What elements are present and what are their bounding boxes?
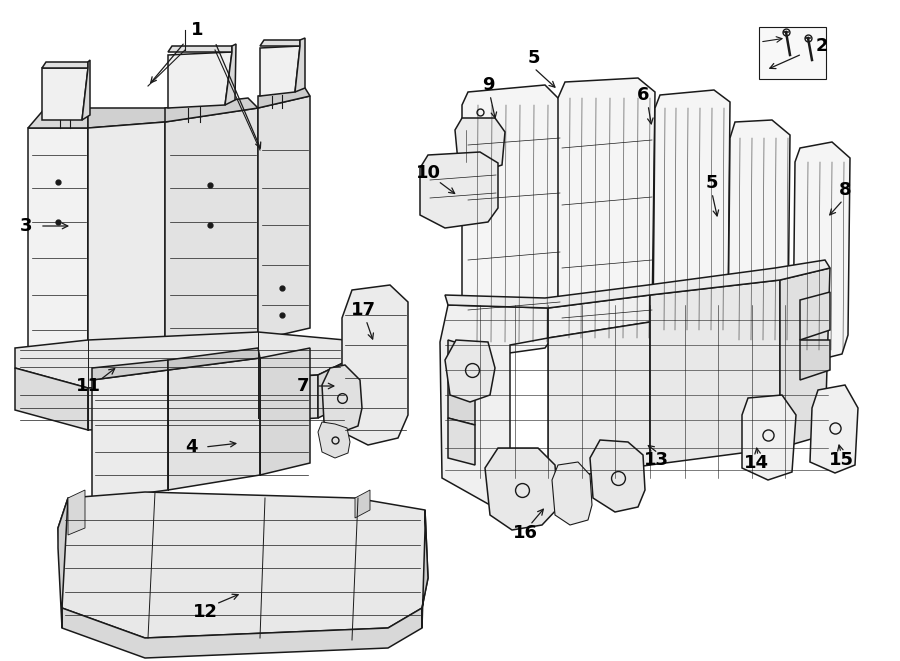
- Polygon shape: [342, 285, 408, 445]
- Polygon shape: [15, 332, 345, 388]
- Text: 9: 9: [482, 76, 494, 94]
- Polygon shape: [548, 295, 650, 338]
- Text: 8: 8: [839, 181, 851, 199]
- Polygon shape: [28, 100, 88, 128]
- Polygon shape: [728, 120, 790, 350]
- Polygon shape: [440, 305, 548, 508]
- Polygon shape: [322, 365, 362, 432]
- Text: 5: 5: [527, 49, 540, 67]
- Polygon shape: [168, 348, 260, 370]
- Polygon shape: [168, 52, 232, 108]
- Text: 3: 3: [20, 217, 32, 235]
- Polygon shape: [800, 340, 830, 380]
- Text: 10: 10: [416, 164, 440, 182]
- Text: 17: 17: [350, 301, 375, 319]
- Polygon shape: [793, 142, 850, 360]
- Polygon shape: [165, 108, 258, 355]
- Polygon shape: [422, 510, 428, 628]
- Text: 2: 2: [815, 37, 828, 55]
- Text: 5: 5: [706, 174, 718, 192]
- Polygon shape: [168, 358, 260, 490]
- Polygon shape: [88, 108, 180, 128]
- Polygon shape: [92, 360, 168, 380]
- Polygon shape: [168, 46, 232, 52]
- Polygon shape: [88, 122, 165, 368]
- Polygon shape: [590, 440, 645, 512]
- Polygon shape: [58, 492, 428, 638]
- Polygon shape: [548, 322, 650, 480]
- Polygon shape: [42, 68, 88, 120]
- Text: 13: 13: [644, 451, 669, 469]
- Polygon shape: [448, 340, 475, 388]
- Polygon shape: [258, 96, 310, 340]
- Polygon shape: [58, 498, 68, 628]
- Text: 7: 7: [297, 377, 310, 395]
- Polygon shape: [258, 88, 310, 108]
- Polygon shape: [420, 152, 498, 228]
- Polygon shape: [780, 268, 830, 448]
- Polygon shape: [260, 40, 300, 46]
- Polygon shape: [355, 490, 370, 518]
- Polygon shape: [68, 490, 85, 535]
- Polygon shape: [225, 44, 236, 105]
- Polygon shape: [485, 448, 558, 530]
- Text: 12: 12: [193, 603, 218, 621]
- Polygon shape: [318, 422, 350, 458]
- Polygon shape: [88, 375, 318, 430]
- Polygon shape: [800, 292, 830, 340]
- Polygon shape: [448, 380, 475, 425]
- Text: 14: 14: [743, 454, 769, 472]
- Polygon shape: [88, 122, 165, 368]
- Polygon shape: [28, 128, 88, 368]
- Polygon shape: [650, 280, 780, 465]
- Polygon shape: [552, 462, 592, 525]
- Text: 16: 16: [512, 524, 537, 542]
- Polygon shape: [42, 62, 88, 68]
- Polygon shape: [92, 370, 168, 500]
- Polygon shape: [448, 418, 475, 465]
- Polygon shape: [445, 260, 830, 308]
- Polygon shape: [15, 368, 88, 430]
- Text: 1: 1: [191, 21, 203, 39]
- Polygon shape: [742, 395, 796, 480]
- Polygon shape: [295, 38, 305, 92]
- Polygon shape: [165, 98, 258, 122]
- Polygon shape: [318, 362, 345, 418]
- FancyBboxPatch shape: [759, 27, 826, 79]
- Polygon shape: [558, 78, 655, 350]
- Text: 4: 4: [184, 438, 197, 456]
- Polygon shape: [462, 85, 560, 355]
- Text: 15: 15: [829, 451, 853, 469]
- Polygon shape: [62, 608, 422, 658]
- Text: 6: 6: [637, 86, 649, 104]
- Polygon shape: [455, 118, 505, 172]
- Polygon shape: [82, 60, 90, 120]
- Polygon shape: [260, 348, 310, 475]
- Polygon shape: [445, 340, 495, 402]
- Polygon shape: [260, 46, 300, 96]
- Polygon shape: [653, 90, 730, 340]
- Polygon shape: [810, 385, 858, 473]
- Text: 11: 11: [76, 377, 101, 395]
